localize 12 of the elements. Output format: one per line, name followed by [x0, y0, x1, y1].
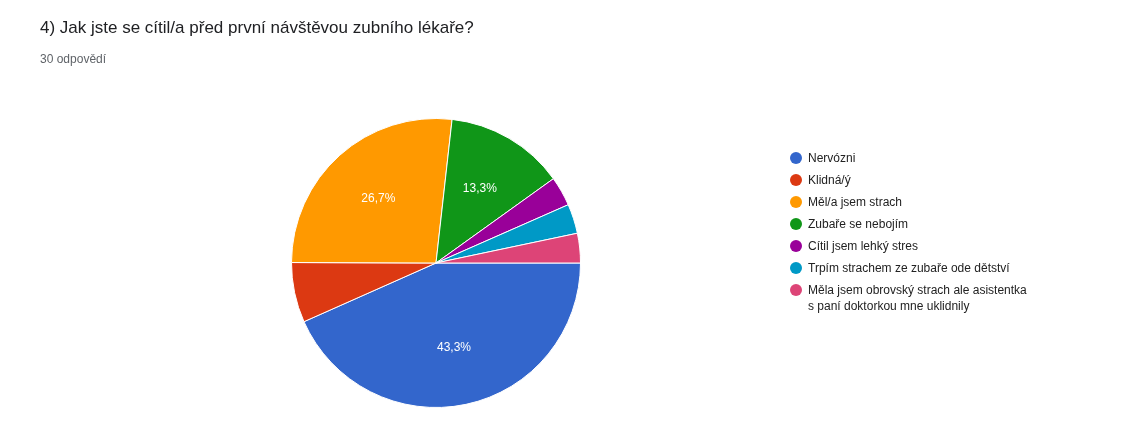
legend-label: Měl/a jsem strach — [808, 194, 904, 210]
chart-title: 4) Jak jste se cítil/a před první návštěvou zubního lékaře? — [40, 18, 474, 38]
legend-label: Měla jsem obrovský strach ale asistentka s paní doktorkou mne uklidnily — [808, 282, 1028, 314]
legend-label: Trpím strachem ze zubaře ode dětství — [808, 260, 1011, 276]
legend-label: Zubaře se nebojím — [808, 216, 910, 232]
data-label: 13,3% — [462, 180, 498, 195]
data-label: 43,3% — [436, 340, 472, 355]
legend-label: Klidná/ý — [808, 172, 852, 188]
data-label: 26,7% — [361, 190, 396, 205]
legend-label: Cítil jsem lehký stres — [808, 238, 920, 254]
text: 30 odpovědí — [40, 52, 107, 66]
legend-label: Nervózni — [808, 150, 857, 166]
